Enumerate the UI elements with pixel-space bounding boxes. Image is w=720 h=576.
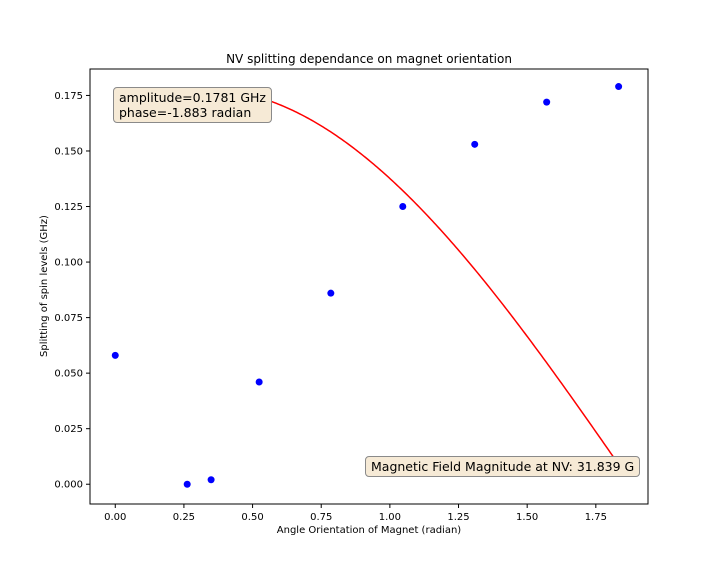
x-tick-label: 1.25 [447, 512, 469, 523]
fit-parameters-box: amplitude=0.1781 GHz phase=-1.883 radian [113, 87, 272, 123]
y-tick-label: 0.175 [54, 91, 83, 102]
x-tick-label: 1.00 [379, 512, 401, 523]
data-point [615, 83, 623, 91]
plot-frame [89, 68, 649, 505]
data-points [111, 83, 623, 488]
data-point [111, 351, 119, 359]
x-tick-label: 0.25 [173, 512, 195, 523]
x-tick-label: 1.50 [516, 512, 538, 523]
chart-title: NV splitting dependance on magnet orient… [226, 52, 512, 66]
y-tick-label: 0.100 [54, 258, 83, 269]
field-magnitude-text: Magnetic Field Magnitude at NV: 31.839 G [371, 459, 635, 474]
data-point [327, 289, 335, 297]
y-tick-label: 0.125 [54, 202, 83, 213]
field-magnitude-box: Magnetic Field Magnitude at NV: 31.839 G [365, 456, 641, 477]
amplitude-text: amplitude=0.1781 GHz [119, 90, 266, 105]
x-axis-ticks: 0.00 0.25 0.50 0.75 1.00 1.25 1.50 1.75 [104, 504, 607, 523]
x-tick-label: 0.50 [241, 512, 263, 523]
y-tick-label: 0.075 [54, 313, 83, 324]
data-point [399, 203, 407, 211]
data-point [255, 378, 263, 386]
x-tick-label: 0.75 [310, 512, 332, 523]
y-axis-label: Splitting of spin levels (GHz) [39, 215, 50, 357]
data-point [207, 476, 215, 484]
x-tick-label: 1.75 [585, 512, 607, 523]
data-point [543, 98, 551, 106]
x-axis-label: Angle Orientation of Magnet (radian) [277, 525, 462, 536]
y-axis-ticks: 0.000 0.025 0.050 0.075 0.100 0.125 0.150 0.175 [54, 91, 90, 491]
phase-text: phase=-1.883 radian [119, 105, 252, 120]
data-point [471, 140, 479, 148]
x-tick-label: 0.00 [104, 512, 126, 523]
plot-area [90, 69, 648, 504]
y-tick-label: 0.000 [54, 480, 83, 491]
data-point [183, 480, 191, 488]
y-tick-label: 0.150 [54, 146, 83, 157]
y-tick-label: 0.050 [54, 369, 83, 380]
y-tick-label: 0.025 [54, 424, 83, 435]
